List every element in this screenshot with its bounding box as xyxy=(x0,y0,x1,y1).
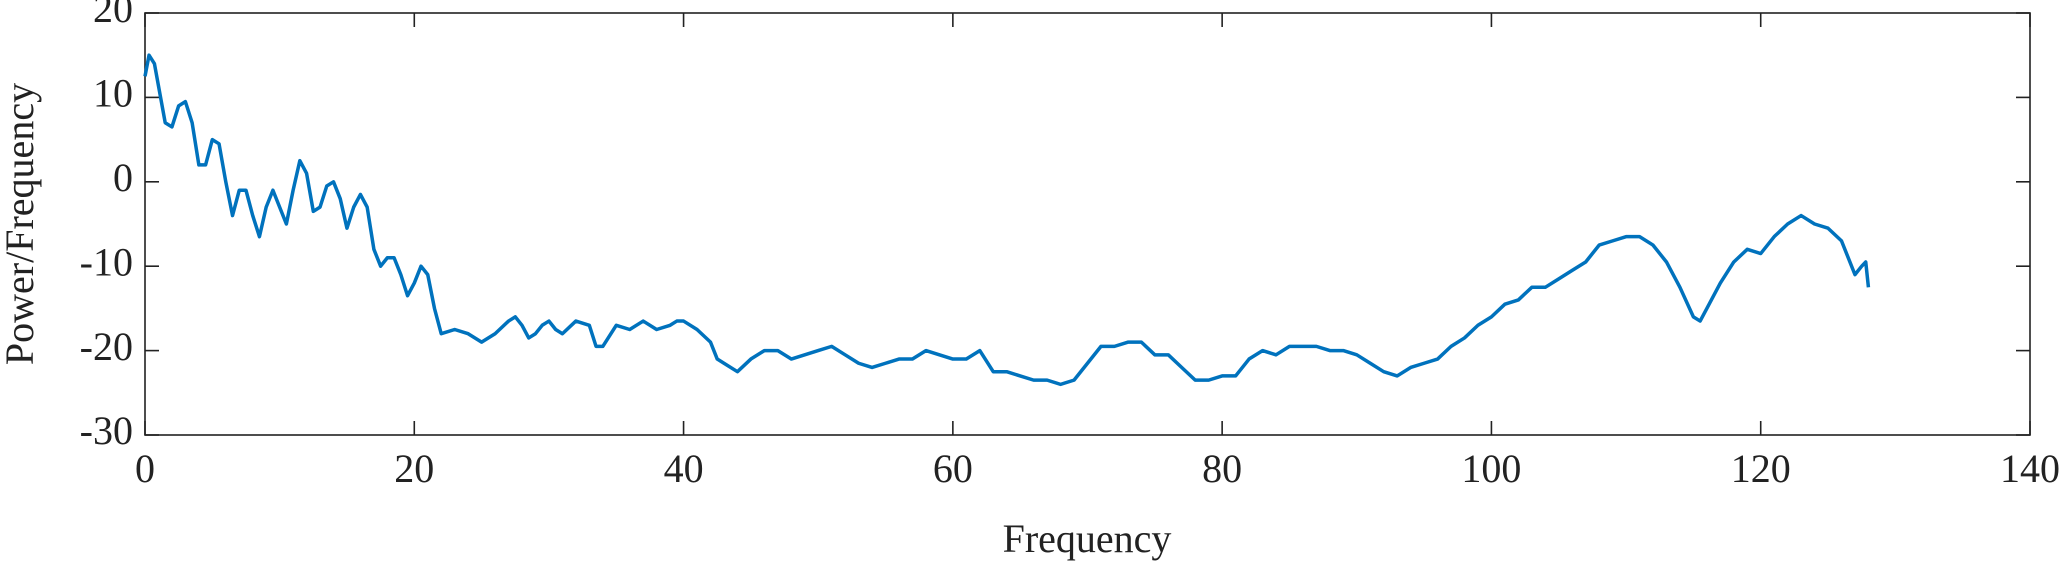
x-tick-label: 80 xyxy=(1202,446,1242,491)
x-tick-label: 40 xyxy=(664,446,704,491)
y-tick-label: -10 xyxy=(80,239,133,284)
x-tick-label: 100 xyxy=(1461,446,1521,491)
data-line xyxy=(143,53,1871,387)
y-tick-label: 20 xyxy=(93,0,133,31)
y-tick-label: 10 xyxy=(93,71,133,116)
x-tick-label: 120 xyxy=(1731,446,1791,491)
x-tick-label: 60 xyxy=(933,446,973,491)
x-axis-label: Frequency xyxy=(1003,516,1172,561)
plot-frame xyxy=(144,12,2031,436)
x-tick-label: 0 xyxy=(135,446,155,491)
x-tick-label: 140 xyxy=(2000,446,2060,491)
y-tick-label: -30 xyxy=(80,408,133,453)
x-tick-label: 20 xyxy=(394,446,434,491)
y-tick-label: 0 xyxy=(113,155,133,200)
y-axis-label: Power/Frequency xyxy=(0,83,42,365)
y-tick-label: -20 xyxy=(80,324,133,369)
